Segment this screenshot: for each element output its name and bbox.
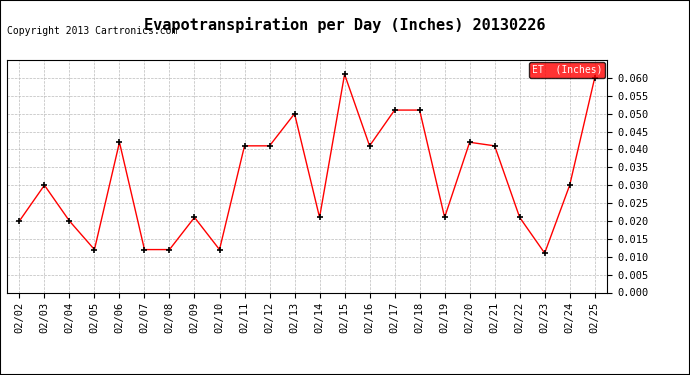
Text: Copyright 2013 Cartronics.com: Copyright 2013 Cartronics.com <box>7 26 177 36</box>
Text: Evapotranspiration per Day (Inches) 20130226: Evapotranspiration per Day (Inches) 2013… <box>144 17 546 33</box>
Legend: ET  (Inches): ET (Inches) <box>529 62 605 78</box>
